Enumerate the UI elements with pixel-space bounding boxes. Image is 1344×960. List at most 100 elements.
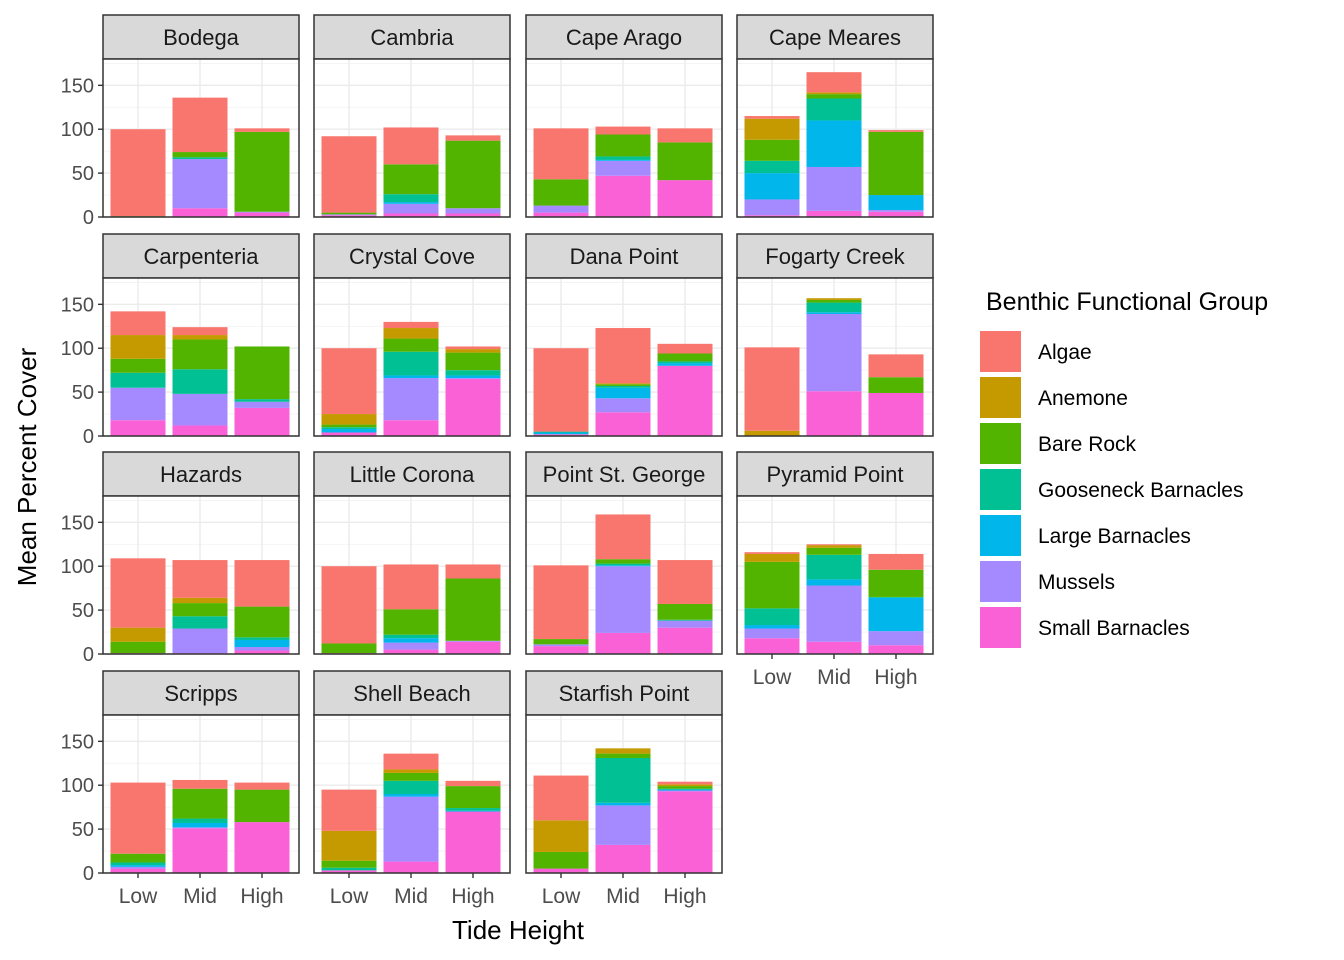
y-tick-label: 150 <box>61 731 94 753</box>
facet-panels: Bodega 0 50 100 150 Cambria Cape Arago Cape Mea… <box>61 14 934 908</box>
bar-segment-mussels <box>595 566 651 633</box>
bar-mid <box>172 779 228 873</box>
panel-pyramid-point: Pyramid Point Low Mid High <box>736 451 934 689</box>
y-tick-label: 100 <box>61 556 94 578</box>
bar-segment-large-barnacles <box>445 375 501 379</box>
bar-segment-bare-rock <box>595 134 651 157</box>
bar-mid <box>595 514 651 654</box>
legend-swatch <box>980 423 1021 464</box>
x-tick-label: High <box>874 666 917 689</box>
bar-low <box>110 129 166 217</box>
bar-segment-bare-rock <box>595 559 651 564</box>
panel-border <box>525 714 723 874</box>
bar-segment-small-barnacles <box>533 646 589 654</box>
bar-low <box>110 311 166 436</box>
bar-segment-mussels <box>657 620 713 628</box>
bar-mid <box>383 321 439 436</box>
bar-segment-small-barnacles <box>868 392 924 436</box>
bar-high <box>234 782 290 873</box>
bar-segment-small-barnacles <box>868 645 924 654</box>
bar-segment-algae <box>172 779 228 789</box>
bar-segment-gooseneck-barnacles <box>657 619 713 621</box>
facet-label: Crystal Cove <box>349 244 475 269</box>
bar-segment-algae <box>533 348 589 432</box>
bar-mid <box>806 72 862 217</box>
facet-strip <box>736 451 934 497</box>
bar-segment-algae <box>234 128 290 132</box>
bar-high <box>868 130 924 217</box>
bar-segment-gooseneck-barnacles <box>595 385 651 388</box>
bar-segment-small-barnacles <box>806 641 862 654</box>
bar-segment-gooseneck-barnacles <box>321 867 377 871</box>
bar-segment-small-barnacles <box>806 391 862 436</box>
bar-low <box>321 348 377 436</box>
bar-segment-small-barnacles <box>234 650 290 654</box>
bar-segment-small-barnacles <box>595 412 651 436</box>
bar-segment-gooseneck-barnacles <box>172 369 228 394</box>
bar-segment-anemone <box>110 627 166 642</box>
bar-mid <box>383 753 439 873</box>
bar-segment-gooseneck-barnacles <box>595 156 651 160</box>
bar-segment-bare-rock <box>657 603 713 620</box>
facet-label: Point St. George <box>543 462 706 487</box>
bar-segment-gooseneck-barnacles <box>383 194 439 203</box>
bar-segment-bare-rock <box>657 786 713 789</box>
bar-segment-gooseneck-barnacles <box>744 608 800 626</box>
bar-segment-algae <box>445 564 501 579</box>
legend: Benthic Functional Group Algae Anemone Bar… <box>980 288 1268 648</box>
bar-segment-small-barnacles <box>595 844 651 873</box>
bar-segment-mussels <box>383 796 439 862</box>
bar-segment-anemone <box>806 92 862 95</box>
bar-low <box>744 116 800 217</box>
x-tick-label: High <box>240 885 283 908</box>
bar-segment-mussels <box>172 628 228 654</box>
bar-segment-gooseneck-barnacles <box>595 563 651 566</box>
facet-strip <box>313 451 511 497</box>
facet-label: Scripps <box>164 681 237 706</box>
bar-segment-algae <box>445 346 501 350</box>
facet-strip <box>102 233 300 279</box>
bar-segment-large-barnacles <box>383 638 439 643</box>
bar-segment-bare-rock <box>445 140 501 209</box>
bar-segment-bare-rock <box>533 851 589 869</box>
y-tick-label: 150 <box>61 294 94 316</box>
bar-high <box>234 346 290 436</box>
bar-segment-large-barnacles <box>172 822 228 828</box>
bar-segment-large-barnacles <box>868 195 924 210</box>
bar-segment-small-barnacles <box>234 212 290 217</box>
bar-segment-gooseneck-barnacles <box>533 431 589 433</box>
y-tick-label: 100 <box>61 119 94 141</box>
bar-segment-mussels <box>172 393 228 426</box>
bar-segment-gooseneck-barnacles <box>445 808 501 811</box>
bar-segment-small-barnacles <box>657 627 713 654</box>
panel-cape-meares: Cape Meares <box>736 14 934 218</box>
panel-border <box>736 58 934 218</box>
bar-mid <box>383 127 439 217</box>
bar-segment-bare-rock <box>321 212 377 215</box>
bar-segment-mussels <box>595 160 651 176</box>
bar-segment-anemone <box>806 298 862 300</box>
bar-segment-bare-rock <box>234 789 290 823</box>
bar-segment-gooseneck-barnacles <box>806 554 862 580</box>
bar-segment-anemone <box>321 830 377 861</box>
bar-segment-bare-rock <box>595 753 651 759</box>
bar-segment-anemone <box>533 820 589 852</box>
facet-label: Little Corona <box>350 462 476 487</box>
bar-segment-algae <box>868 553 924 570</box>
facet-strip <box>736 14 934 60</box>
bar-segment-algae <box>234 782 290 790</box>
bar-segment-mussels <box>383 378 439 421</box>
bar-mid <box>806 298 862 436</box>
bar-segment-small-barnacles <box>533 434 589 436</box>
panel-dana-point: Dana Point <box>525 233 723 437</box>
bar-segment-bare-rock <box>657 142 713 181</box>
bar-segment-large-barnacles <box>110 865 166 867</box>
x-tick-label: Low <box>542 885 581 908</box>
x-axis-title: Tide Height <box>452 915 585 945</box>
bar-segment-bare-rock <box>744 561 800 609</box>
bar-segment-algae <box>595 126 651 135</box>
bar-segment-algae <box>321 348 377 415</box>
bar-segment-mussels <box>234 211 290 213</box>
legend-title: Benthic Functional Group <box>986 288 1268 316</box>
bar-segment-large-barnacles <box>383 202 439 204</box>
